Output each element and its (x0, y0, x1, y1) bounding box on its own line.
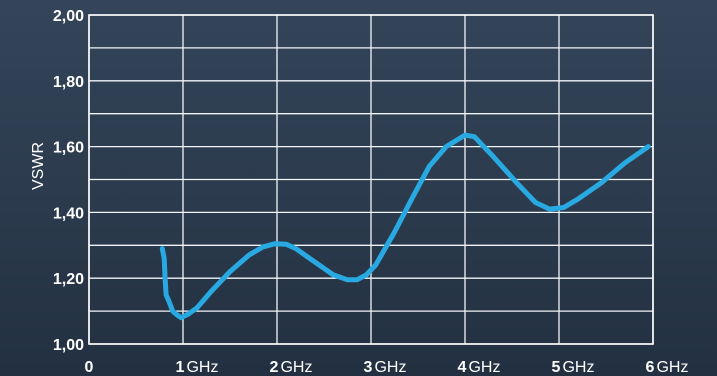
chart-grid (88, 14, 654, 345)
y-tick-label: 1,80 (53, 74, 84, 91)
x-tick-label: 4 GHz (458, 359, 501, 376)
y-tick-label: 1,60 (53, 140, 84, 157)
x-tick-label: 1 GHz (176, 359, 219, 376)
x-tick-label: 0 (85, 359, 94, 376)
series-line (159, 132, 651, 321)
x-tick-label: 3 GHz (364, 359, 407, 376)
y-tick-label: 1,20 (53, 271, 84, 288)
x-tick-label: 2 GHz (270, 359, 313, 376)
plot-frame (88, 14, 654, 345)
x-tick-label: 6 GHz (646, 359, 689, 376)
y-axis-ticks: 1,00 1,20 1,40 1,60 1,80 2,00 (53, 8, 84, 354)
x-tick-label: 5 GHz (552, 359, 595, 376)
y-tick-label: 1,00 (53, 337, 84, 354)
y-tick-label: 1,40 (53, 205, 84, 222)
y-axis-label: VSWR (30, 142, 47, 190)
y-tick-label: 2,00 (53, 8, 84, 25)
chart-series (159, 132, 651, 321)
x-axis-ticks: 0 1 GHz 2 GHz 3 GHz 4 GHz 5 GHz 6 GHz (85, 359, 689, 376)
